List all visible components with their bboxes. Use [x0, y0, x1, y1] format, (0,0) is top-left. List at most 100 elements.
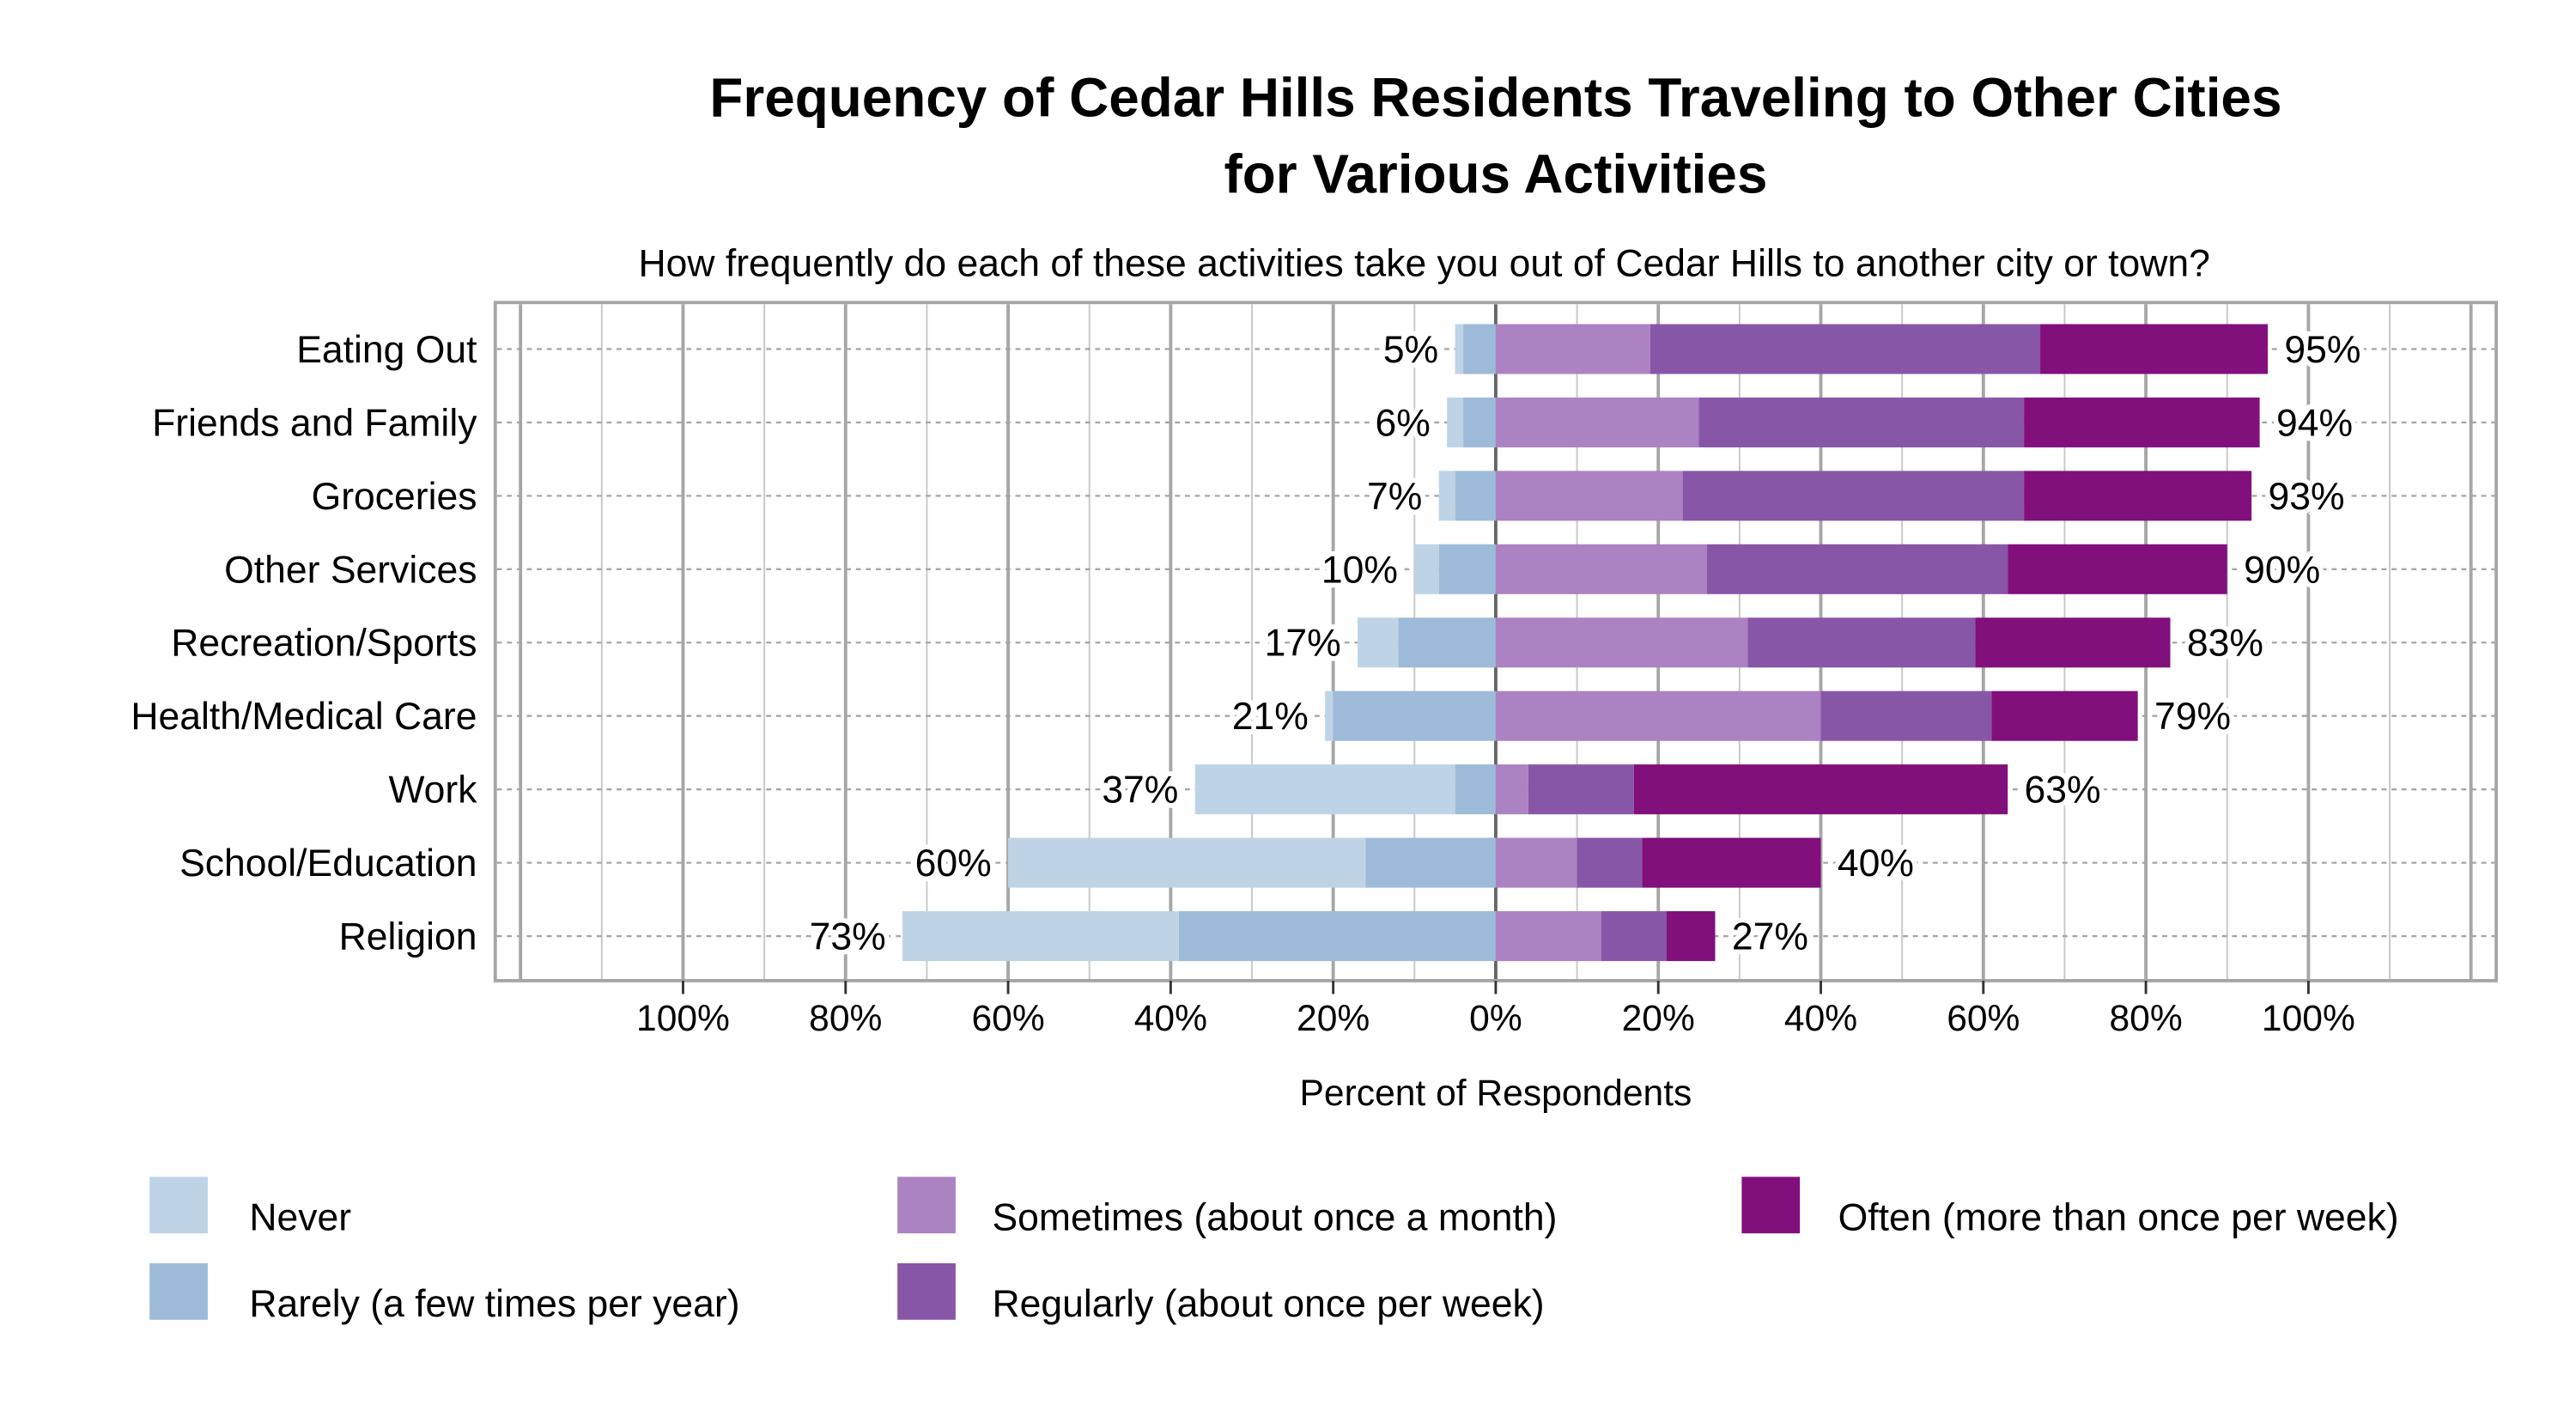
- bar-segment-rarely: [1398, 617, 1496, 668]
- negative-total-label: 10%: [1321, 549, 1398, 591]
- positive-total-label: 93%: [2268, 476, 2344, 518]
- category-label: Eating Out: [296, 329, 477, 371]
- legend-swatch: [1741, 1177, 1801, 1234]
- bar-segment-never: [1455, 324, 1464, 374]
- bar-segment-sometimes: [1495, 324, 1650, 374]
- bar-segment-never: [1194, 764, 1455, 815]
- x-tick-label: 100%: [2262, 998, 2355, 1039]
- bar-segment-regularly: [1682, 471, 2025, 521]
- bar-segment-never: [1008, 837, 1366, 888]
- x-tick-label: 80%: [809, 998, 882, 1039]
- category-label: Other Services: [224, 549, 477, 591]
- x-tick-label: 20%: [1622, 998, 1695, 1039]
- positive-total-label: 40%: [1838, 842, 1914, 885]
- bar-segment-sometimes: [1495, 837, 1577, 888]
- bar-segment-rarely: [1455, 471, 1496, 521]
- labels: Eating Out 5% 95% Friends and Family 6% 94% Gr…: [131, 324, 2366, 963]
- legend-swatch: [897, 1177, 956, 1234]
- legend: Never Rarely (a few times per year) Someti…: [149, 1177, 2399, 1325]
- x-axis-ticks: 100% 80% 60% 40% 20% 0% 20% 40% 60% 80% 100%: [636, 980, 2355, 1039]
- bar-segment-never: [1447, 397, 1464, 447]
- bar-segment-rarely: [1463, 397, 1496, 447]
- bar-segment-rarely: [1455, 764, 1496, 815]
- legend-item: Regularly (about once per week): [897, 1262, 1545, 1325]
- bar-segment-sometimes: [1495, 911, 1601, 962]
- bar-segment-often: [2040, 324, 2269, 374]
- bar-segment-rarely: [1333, 690, 1496, 741]
- negative-total-label: 17%: [1265, 623, 1341, 665]
- bar-segment-sometimes: [1495, 690, 1821, 741]
- negative-total-label: 73%: [810, 916, 886, 958]
- bar-segment-sometimes: [1495, 617, 1748, 668]
- x-tick-label: 60%: [1947, 998, 2020, 1039]
- bar-segment-regularly: [1747, 617, 1976, 668]
- bar-segment-often: [2024, 397, 2260, 447]
- legend-swatch: [149, 1177, 208, 1234]
- legend-label: Regularly (about once per week): [992, 1283, 1544, 1325]
- negative-total-label: 5%: [1383, 329, 1438, 371]
- x-axis-label: Percent of Respondents: [1300, 1073, 1692, 1114]
- bar-segment-often: [1633, 764, 2008, 815]
- negative-total-label: 60%: [915, 842, 992, 885]
- bar-segment-never: [1414, 544, 1439, 594]
- bar-segment-often: [1642, 837, 1821, 888]
- bar-segment-rarely: [1438, 544, 1496, 594]
- bar-segment-often: [1991, 690, 2138, 741]
- category-label: Recreation/Sports: [171, 623, 477, 665]
- x-tick-label: 40%: [1134, 998, 1207, 1039]
- negative-total-label: 37%: [1102, 769, 1178, 812]
- category-label: Work: [388, 769, 477, 812]
- category-label: School/Education: [179, 842, 477, 885]
- legend-item: Never: [149, 1177, 351, 1238]
- bar-segment-rarely: [1463, 324, 1496, 374]
- bar-segment-often: [2008, 544, 2227, 594]
- x-tick-label: 60%: [971, 998, 1044, 1039]
- legend-label: Never: [249, 1196, 351, 1238]
- bar-segment-never: [1358, 617, 1399, 668]
- legend-label: Sometimes (about once a month): [992, 1196, 1557, 1238]
- bar-segment-never: [1438, 471, 1455, 521]
- legend-label: Often (more than once per week): [1838, 1196, 2399, 1238]
- bar-segment-never: [902, 911, 1179, 962]
- bar-segment-regularly: [1649, 324, 2041, 374]
- bar-segment-regularly: [1601, 911, 1667, 962]
- legend-label: Rarely (a few times per year): [249, 1283, 739, 1325]
- bar-segment-rarely: [1365, 837, 1496, 888]
- bar-segment-regularly: [1698, 397, 2025, 447]
- positive-total-label: 94%: [2276, 402, 2353, 444]
- category-label: Religion: [339, 916, 477, 958]
- bar-segment-sometimes: [1495, 544, 1708, 594]
- positive-total-label: 83%: [2187, 623, 2263, 665]
- positive-total-label: 27%: [1732, 916, 1808, 958]
- negative-total-label: 21%: [1232, 696, 1309, 738]
- positive-total-label: 90%: [2244, 549, 2320, 591]
- bar-segment-regularly: [1707, 544, 2008, 594]
- negative-total-label: 7%: [1367, 476, 1422, 518]
- x-tick-label: 80%: [2109, 998, 2182, 1039]
- legend-swatch: [897, 1262, 956, 1320]
- bar-segment-often: [1666, 911, 1716, 962]
- bar-segment-regularly: [1528, 764, 1634, 815]
- legend-item: Sometimes (about once a month): [897, 1177, 1557, 1238]
- negative-total-label: 6%: [1375, 402, 1430, 444]
- category-label: Groceries: [312, 476, 477, 518]
- bar-segment-often: [1975, 617, 2171, 668]
- category-label: Health/Medical Care: [131, 696, 477, 738]
- bar-segment-often: [2024, 471, 2252, 521]
- plot-frame: [493, 301, 2499, 982]
- x-tick-label: 0%: [1469, 998, 1522, 1039]
- x-tick-label: 100%: [636, 998, 730, 1039]
- chart-title-line-2: for Various Activities: [1224, 143, 1767, 205]
- bar-segment-sometimes: [1495, 471, 1683, 521]
- x-tick-label: 40%: [1784, 998, 1857, 1039]
- positive-total-label: 79%: [2154, 696, 2231, 738]
- bar-segment-sometimes: [1495, 397, 1699, 447]
- bar-segment-sometimes: [1495, 764, 1528, 815]
- bar-segment-regularly: [1577, 837, 1643, 888]
- positive-total-label: 95%: [2284, 329, 2360, 371]
- bars: [902, 324, 2269, 962]
- x-tick-label: 20%: [1297, 998, 1370, 1039]
- chart-subtitle: How frequently do each of these activiti…: [638, 242, 2209, 284]
- bar-segment-regularly: [1820, 690, 1992, 741]
